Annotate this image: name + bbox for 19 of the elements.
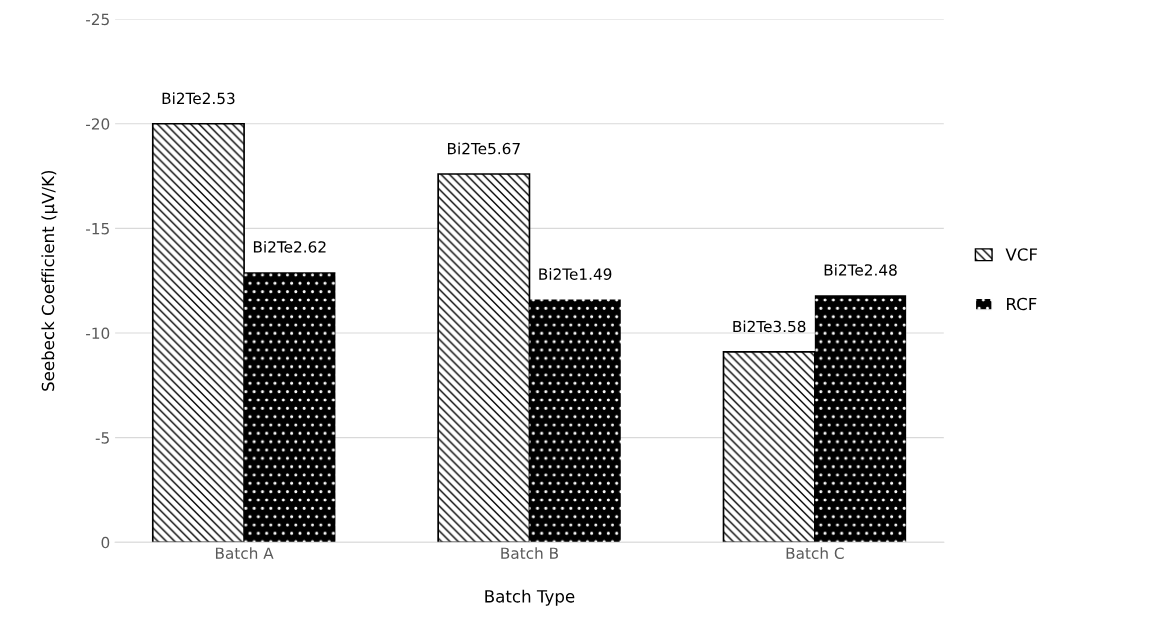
data-label: Bi2Te2.48 <box>824 263 897 276</box>
data-label: Bi2Te2.53 <box>162 92 235 105</box>
x-tick-label: Batch A <box>215 547 274 559</box>
legend-label: VCF <box>1005 248 1038 261</box>
data-label: Bi2Te2.62 <box>253 240 326 253</box>
legend-label: RCF <box>1007 297 1037 311</box>
y-tick-label: 0 <box>101 536 110 549</box>
data-label: Bi2Te5.67 <box>448 142 520 155</box>
data-label: Bi2Te3.58 <box>733 320 806 333</box>
x-axis-title: Batch Type <box>485 589 575 606</box>
x-tick-label: Batch C <box>786 547 844 559</box>
y-tick-label: -20 <box>86 118 110 130</box>
y-tick-label: -10 <box>86 327 110 340</box>
data-label: Bi2Te1.49 <box>539 268 612 280</box>
y-axis-title: Seebeck Coefficient (µV/K) <box>41 170 58 391</box>
y-tick-label: -25 <box>86 13 109 26</box>
y-tick-label: -15 <box>86 223 109 235</box>
x-tick-label: Batch B <box>501 547 559 559</box>
y-tick-label: -5 <box>95 432 109 444</box>
